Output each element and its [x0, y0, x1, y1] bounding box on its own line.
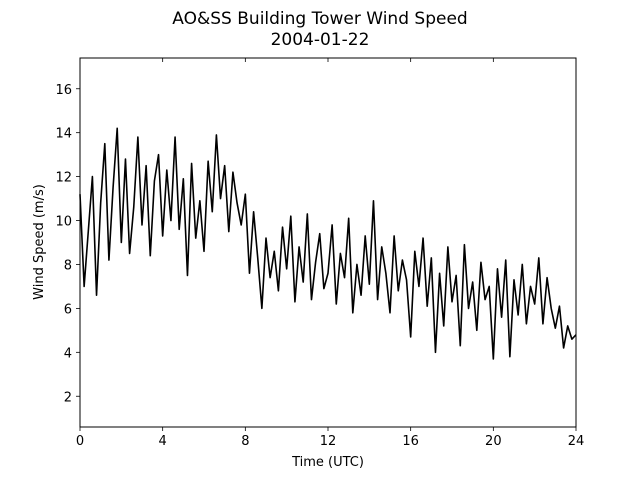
- plot-frame: [79, 57, 577, 428]
- y-tick-label: 14: [55, 127, 72, 142]
- x-tick-label: 0: [76, 434, 84, 449]
- x-tick-label: 16: [402, 434, 419, 449]
- x-tick-label: 8: [241, 434, 249, 449]
- y-tick-label: 6: [64, 302, 72, 317]
- x-tick-label: 20: [485, 434, 502, 449]
- x-tick-label: 24: [568, 434, 585, 449]
- y-tick-label: 2: [64, 390, 72, 405]
- x-tick-label: 12: [320, 434, 337, 449]
- x-axis-label: Time (UTC): [291, 455, 364, 470]
- x-tick-label: 4: [159, 434, 167, 449]
- y-tick-label: 12: [55, 171, 72, 186]
- y-tick-label: 8: [64, 258, 72, 273]
- y-axis-label: Wind Speed (m/s): [32, 184, 47, 300]
- chart-title: AO&SS Building Tower Wind Speed: [172, 9, 467, 29]
- y-tick-label: 10: [55, 215, 72, 230]
- y-tick-label: 4: [64, 346, 72, 361]
- chart-subtitle: 2004-01-22: [271, 30, 370, 50]
- y-tick-label: 16: [55, 83, 72, 98]
- data-line: [79, 127, 577, 360]
